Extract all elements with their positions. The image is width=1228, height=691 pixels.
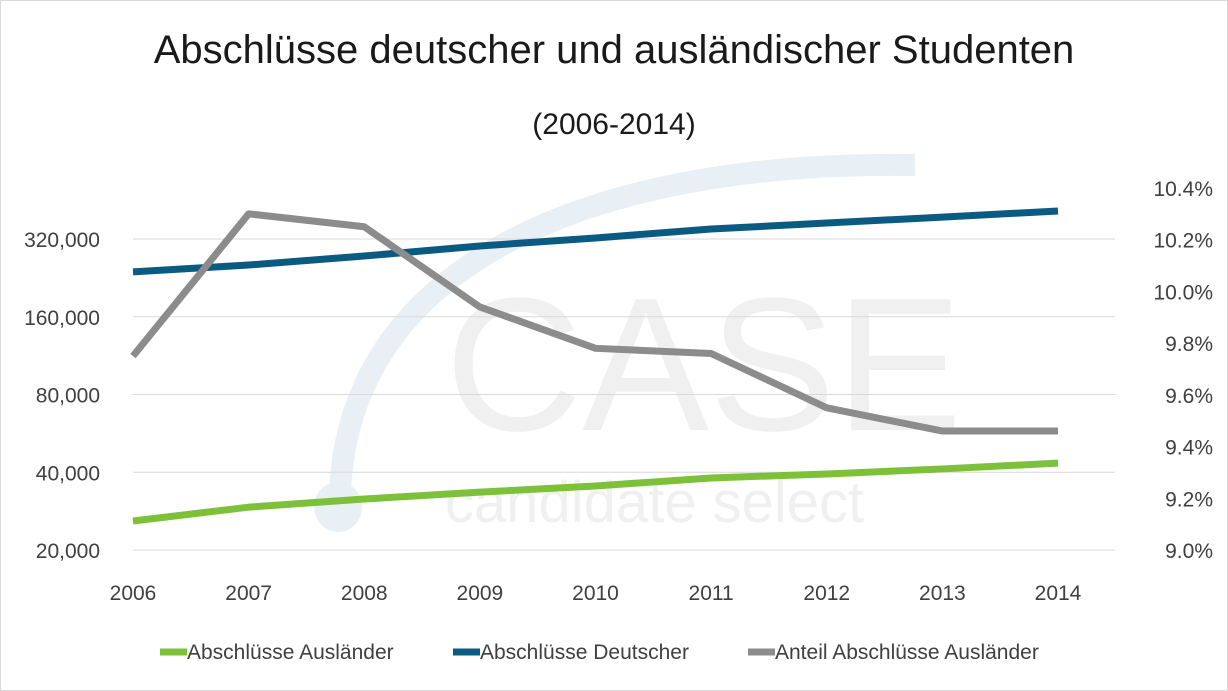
series-line-1 bbox=[132, 459, 1059, 525]
right-axis-tick-label: 9.8% bbox=[1165, 333, 1213, 356]
right-axis-tick-label: 10.2% bbox=[1153, 230, 1213, 253]
x-axis-tick-label: 2007 bbox=[225, 582, 272, 605]
series-line-2 bbox=[132, 207, 1059, 276]
x-axis-tick-label: 2014 bbox=[1035, 582, 1082, 605]
left-axis-tick-label: 20,000 bbox=[36, 540, 100, 563]
right-axis-tick-label: 9.0% bbox=[1165, 540, 1213, 563]
right-axis-tick-label: 10.0% bbox=[1153, 281, 1213, 304]
x-axis-tick-label: 2010 bbox=[572, 582, 619, 605]
right-axis-tick-label: 9.6% bbox=[1165, 385, 1213, 408]
right-axis-tick-label: 9.2% bbox=[1165, 488, 1213, 511]
left-axis-tick-label: 80,000 bbox=[36, 385, 100, 408]
watermark-logo: CASE candidate select bbox=[314, 153, 962, 535]
chart-subtitle: (2006-2014) bbox=[532, 108, 696, 141]
x-axis-tick-label: 2006 bbox=[110, 582, 157, 605]
legend-label: Abschlüsse Ausländer bbox=[187, 641, 394, 664]
right-axis-tick-label: 10.4% bbox=[1153, 178, 1213, 201]
x-axis-tick-label: 2011 bbox=[689, 582, 734, 605]
right-axis-tick-label: 9.4% bbox=[1165, 437, 1213, 460]
x-axis-tick-label: 2012 bbox=[803, 582, 850, 605]
watermark-main: CASE bbox=[445, 259, 962, 471]
x-axis-tick-label: 2013 bbox=[919, 582, 966, 605]
left-axis-tick-label: 160,000 bbox=[24, 307, 100, 330]
series-line-3 bbox=[130, 210, 1058, 435]
legend-label: Abschlüsse Deutscher bbox=[480, 641, 689, 664]
x-axis-tick-label: 2009 bbox=[457, 582, 504, 605]
chart-title: Abschlüsse deutscher und ausländischer S… bbox=[153, 28, 1075, 72]
left-axis-tick-label: 40,000 bbox=[36, 462, 100, 485]
x-axis-tick-label: 2008 bbox=[341, 582, 388, 605]
legend-label: Anteil Abschlüsse Ausländer bbox=[775, 641, 1039, 664]
left-axis-tick-label: 320,000 bbox=[24, 229, 100, 252]
